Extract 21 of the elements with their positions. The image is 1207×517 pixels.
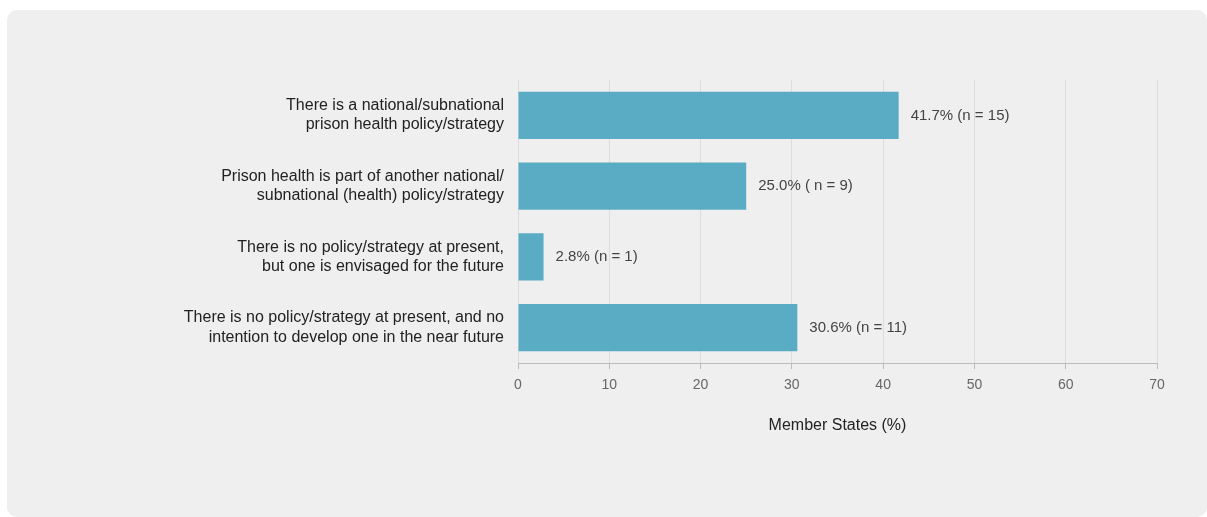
x-tick-label: 40 xyxy=(875,376,892,393)
bar xyxy=(518,303,798,352)
bar xyxy=(518,233,544,281)
y-tick-label: There is no policy/strategy at present, and no intention to develop one in the near future xyxy=(183,308,505,345)
y-tick-label: There is a national/subnational prison health policy/strategy xyxy=(286,96,504,133)
data-label: 30.6% (n = 11) xyxy=(809,317,908,335)
x-tick-label: 30 xyxy=(784,376,800,393)
data-label: 41.7% (n = 15) xyxy=(910,105,1010,123)
x-tick-label: 20 xyxy=(692,376,709,393)
y-tick-label: There is no policy/strategy at present, but one is envisaged for the future xyxy=(237,237,505,274)
x-tick-label: 50 xyxy=(966,376,983,393)
x-tick-label: 10 xyxy=(601,376,618,393)
x-axis-title: Member States (%) xyxy=(768,415,907,433)
x-tick-label: 70 xyxy=(1149,376,1165,393)
y-tick-label: Prison health is part of another national/ subnational (health) policy/strategy xyxy=(221,166,505,204)
x-tick-label: 60 xyxy=(1057,376,1074,393)
bar xyxy=(518,91,899,140)
data-label: 2.8% (n = 1) xyxy=(555,247,638,265)
bar xyxy=(518,162,747,210)
data-label: 25.0% ( n = 9) xyxy=(758,176,853,194)
x-tick-label: 0 xyxy=(514,376,523,393)
